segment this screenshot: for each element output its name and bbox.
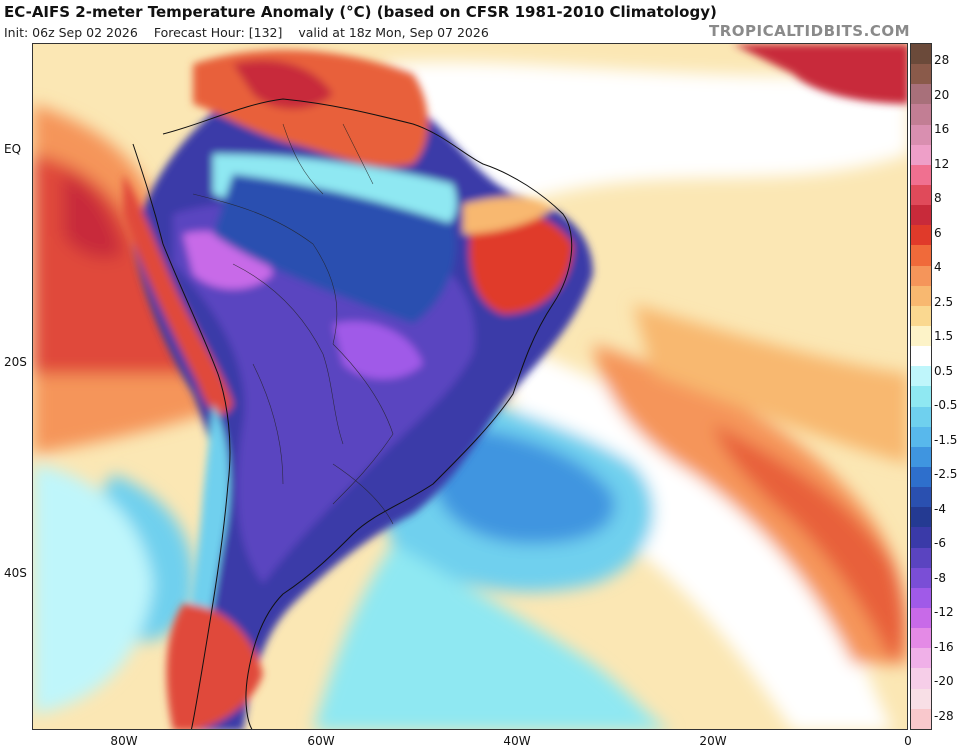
colorbar-label: 28	[934, 53, 950, 67]
colorbar-segment	[911, 607, 931, 629]
colorbar-segment	[911, 245, 931, 266]
colorbar-segment	[911, 688, 931, 709]
colorbar-segment	[911, 487, 931, 508]
colorbar-label: -0.5	[934, 398, 958, 413]
lon-label-0: 0	[904, 734, 912, 748]
colorbar-label: -8	[934, 570, 946, 585]
colorbar-segment	[911, 184, 931, 206]
colorbar-segment	[911, 265, 931, 286]
lon-label-40w: 40W	[503, 734, 531, 748]
colorbar-label: 0.5	[934, 363, 954, 378]
colorbar-segment	[911, 386, 931, 407]
colorbar-label: -4	[934, 501, 946, 516]
colorbar-label: -1.5	[934, 432, 958, 447]
colorbar-segment	[911, 144, 931, 165]
colorbar-segment	[911, 44, 931, 65]
country-borders	[192, 123, 394, 525]
continent-anomaly-fill	[123, 50, 593, 729]
valid-time: valid at 18z Mon, Sep 07 2026	[298, 25, 489, 40]
colorbar-segment	[911, 628, 931, 649]
lat-label-40s: 40S	[4, 566, 27, 580]
colorbar-segment	[911, 446, 931, 467]
colorbar-segment	[911, 285, 931, 306]
colorbar-segment	[911, 507, 931, 528]
colorbar-segment	[911, 225, 931, 246]
lon-label-60w: 60W	[307, 734, 335, 748]
colorbar-label: -12	[934, 605, 954, 620]
colorbar-segment	[911, 587, 931, 608]
colorbar-label: 20	[934, 87, 950, 102]
colorbar-label: 12	[934, 156, 950, 171]
colorbar-segment	[911, 164, 931, 185]
colorbar-segment	[911, 346, 931, 367]
colorbar-segment	[911, 104, 931, 125]
map-subtitle: Init: 06z Sep 02 2026 Forecast Hour: [13…	[4, 25, 501, 40]
anomaly-map	[32, 43, 908, 730]
colorbar-segment	[911, 406, 931, 427]
colorbar-label: -6	[934, 536, 946, 551]
colorbar-segment	[911, 305, 931, 326]
lat-label-20s: 20S	[4, 355, 27, 369]
colorbar-segment	[911, 567, 931, 588]
colorbar-label: 8	[934, 191, 942, 206]
colorbar-segment	[911, 205, 931, 226]
colorbar-label: 4	[934, 260, 942, 275]
map-title: EC-AIFS 2-meter Temperature Anomaly (°C)…	[4, 3, 717, 21]
colorbar-label: 16	[934, 122, 950, 137]
coastlines	[132, 98, 573, 729]
colorbar-label: -20	[934, 674, 954, 689]
brand-watermark: TROPICALTIDBITS.COM	[709, 22, 910, 40]
colorbar-segment	[911, 708, 931, 729]
init-time: Init: 06z Sep 02 2026	[4, 25, 138, 40]
colorbar-label: 1.5	[934, 329, 954, 344]
colorbar-segment	[911, 325, 931, 347]
forecast-hour: Forecast Hour: [132]	[153, 25, 283, 40]
colorbar-segment	[911, 648, 931, 669]
colorbar-label: -16	[934, 639, 954, 654]
colorbar-segment	[911, 668, 931, 689]
colorbar-segment	[911, 64, 931, 85]
colorbar-segment	[911, 124, 931, 145]
lon-label-20w: 20W	[699, 734, 727, 748]
colorbar-label: -28	[934, 709, 954, 723]
colorbar-segment	[911, 547, 931, 568]
colorbar	[910, 43, 932, 730]
colorbar-label: -2.5	[934, 467, 958, 482]
colorbar-label: 6	[934, 225, 942, 240]
lat-label-eq: EQ	[4, 142, 22, 156]
colorbar-segment	[911, 84, 931, 105]
lon-label-80w: 80W	[110, 734, 138, 748]
colorbar-segment	[911, 527, 931, 548]
map-canvas	[33, 44, 907, 729]
colorbar-segment	[911, 426, 931, 447]
colorbar-label: 2.5	[934, 294, 954, 309]
colorbar-segment	[911, 466, 931, 488]
colorbar-segment	[911, 366, 931, 387]
